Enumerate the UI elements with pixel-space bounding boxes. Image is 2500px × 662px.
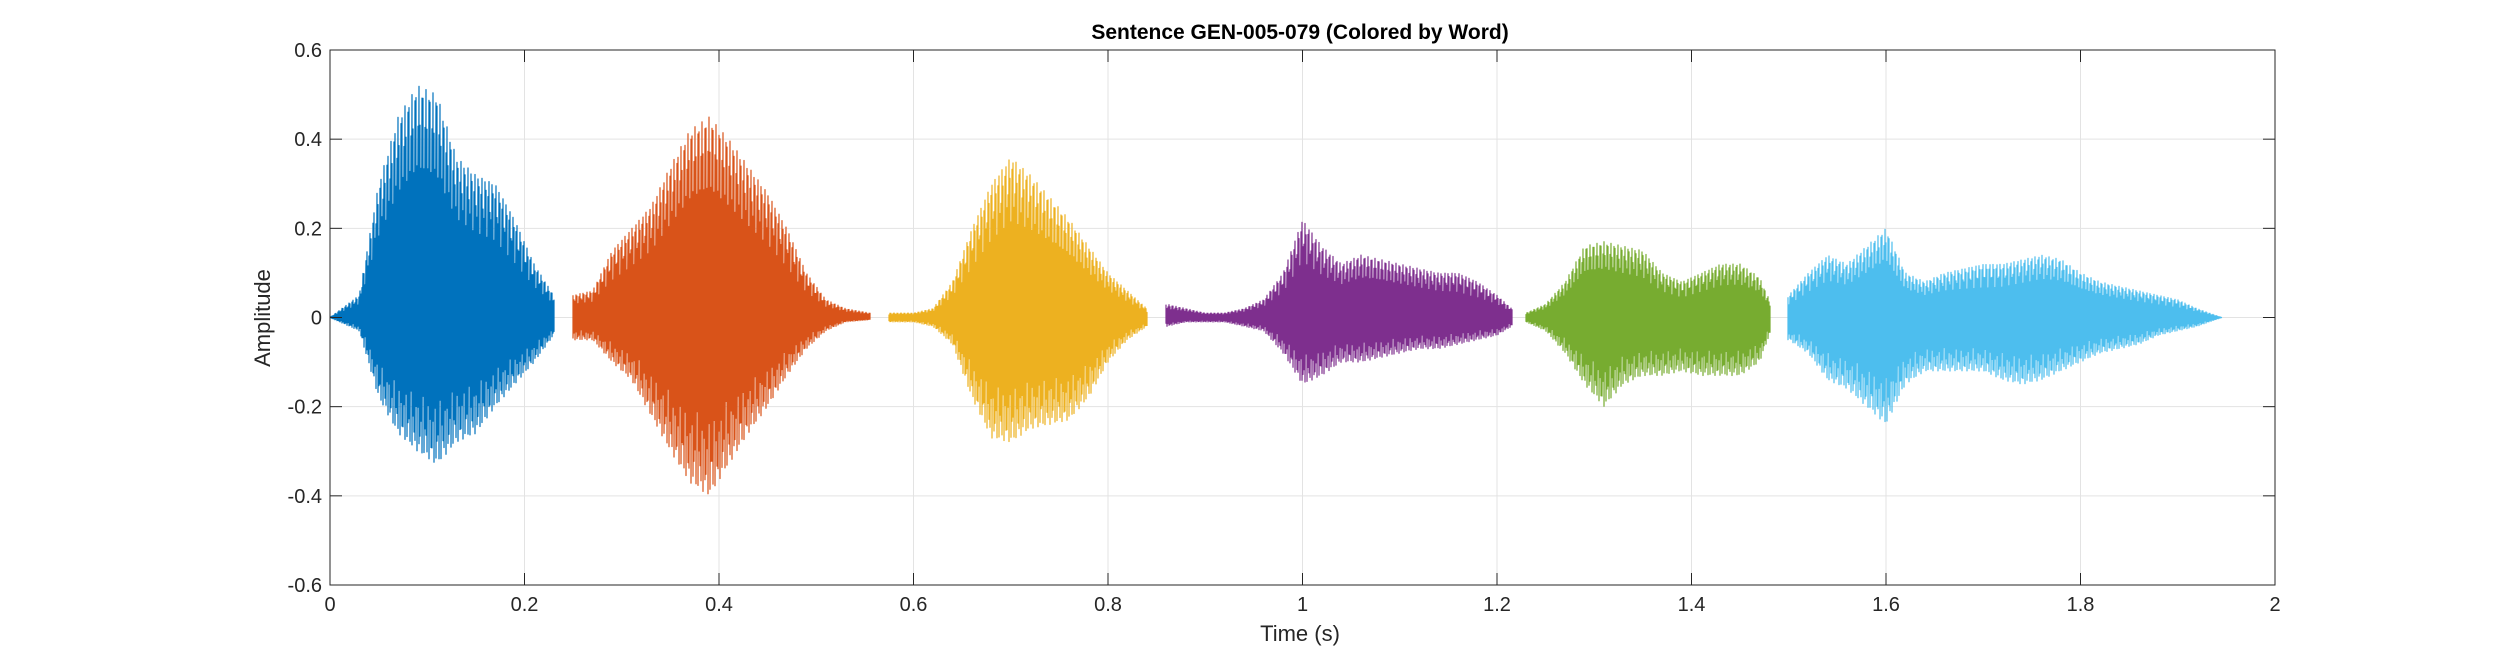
y-tick-label: 0 <box>311 308 322 330</box>
waveform-series <box>1787 228 2223 423</box>
waveform-series <box>329 85 555 463</box>
y-tick-label: -0.2 <box>288 397 322 419</box>
x-tick-label: 0.6 <box>900 594 928 616</box>
waveform-line <box>888 159 1148 443</box>
x-tick-label: 2 <box>2269 594 2280 616</box>
chart-title: Sentence GEN-005-079 (Colored by Word) <box>1091 21 1508 44</box>
y-tick-label: 0.6 <box>294 40 322 62</box>
y-tick-label: -0.4 <box>288 486 322 508</box>
waveform-series <box>888 159 1148 443</box>
x-tick-label: 0 <box>324 594 335 616</box>
x-tick-label: 0.4 <box>705 594 733 616</box>
x-tick-label: 1.6 <box>1872 594 1900 616</box>
y-tick-label: -0.6 <box>288 575 322 597</box>
y-tick-label: 0.2 <box>294 218 322 240</box>
y-axis-label: Amplitude <box>250 269 275 367</box>
waveform-series <box>1165 221 1513 383</box>
waveform-line <box>1165 221 1513 383</box>
y-tick-label: 0.4 <box>294 129 322 151</box>
x-tick-label: 0.2 <box>511 594 539 616</box>
x-tick-label: 0.8 <box>1094 594 1122 616</box>
ticks: 0 0.2 0.4 0.6 0.8 1 1.2 1.4 1.6 1.8 2 -0.6 -0.4 -0.2 0… <box>288 40 2281 616</box>
waveform-line <box>572 116 871 495</box>
waveform-series <box>572 116 871 495</box>
x-tick-label: 1.4 <box>1678 594 1706 616</box>
x-tick-label: 1 <box>1297 594 1308 616</box>
waveform-line <box>329 85 555 463</box>
x-axis-label: Time (s) <box>1260 621 1340 646</box>
x-tick-label: 1.2 <box>1483 594 1511 616</box>
series-group <box>329 85 2223 495</box>
waveform-series <box>1525 241 1771 407</box>
x-tick-label: 1.8 <box>2067 594 2095 616</box>
waveform-line <box>1525 241 1771 407</box>
waveform-line <box>1787 228 2223 423</box>
